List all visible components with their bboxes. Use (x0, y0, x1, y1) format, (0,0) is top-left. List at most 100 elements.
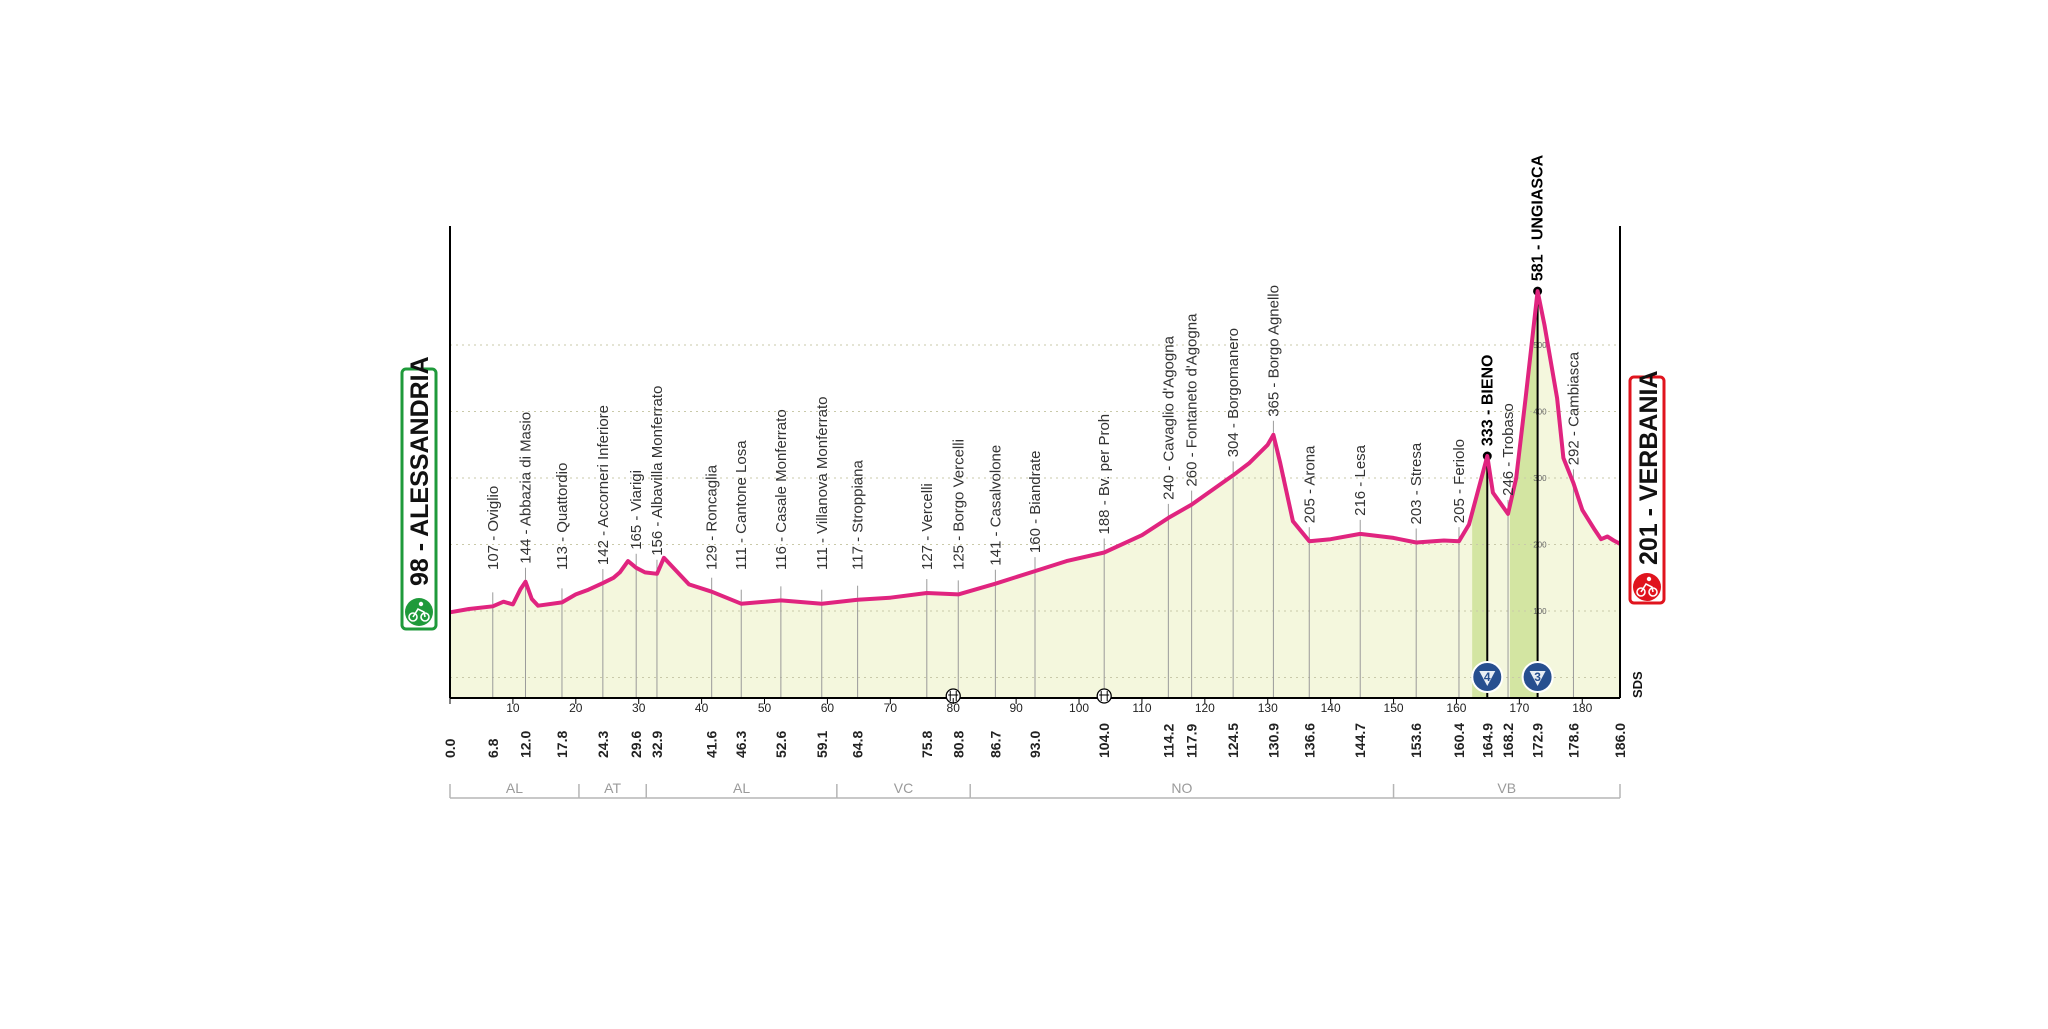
waypoint-name: Quattordio (554, 463, 571, 533)
waypoint-label: 240 - Cavaglio d'Agogna (1160, 335, 1177, 499)
waypoint-altitude: 116 (773, 546, 790, 570)
waypoint-altitude: 111 (733, 547, 750, 570)
waypoint-name: Cambiasca (1566, 351, 1583, 427)
waypoint-name: Cavaglio d'Agogna (1160, 335, 1177, 461)
finish-badge-label: 201 - VERBANIA (1635, 370, 1663, 565)
waypoint-name: UNGIASCA (1530, 154, 1547, 240)
waypoint-altitude: 216 (1352, 491, 1369, 516)
waypoint-label: 188 - Bv. per Proh (1096, 414, 1113, 535)
waypoint-label: 205 - Arona (1301, 445, 1318, 523)
province-segment: VC (836, 780, 971, 799)
waypoint-name: Casale Monferrato (773, 409, 790, 532)
province-label: NO (1171, 780, 1192, 796)
waypoint-altitude: 304 (1225, 432, 1242, 457)
x-tick-label: 50 (758, 701, 772, 715)
waypoint-label: 205 - Feriolo (1451, 439, 1468, 523)
waypoint-name: Accorneri Inferiore (595, 405, 612, 528)
waypoint-label: 116 - Casale Monferrato (773, 409, 790, 570)
waypoint-altitude: 142 (595, 540, 612, 565)
waypoint-label: 160 - Biandrate (1027, 451, 1044, 554)
x-tick-label: 170 (1509, 701, 1529, 715)
waypoint-name: Borgo Agnello (1265, 285, 1282, 378)
waypoint-label: 292 - Cambiasca (1566, 351, 1583, 465)
waypoint-km-label: 164.9 (1479, 723, 1495, 758)
cyclist-glyph-icon (1636, 576, 1658, 597)
waypoint-km-label: 153.6 (1408, 723, 1424, 758)
x-tick-label: 180 (1572, 701, 1592, 715)
waypoint-name: Abbazia di Masio (518, 412, 535, 526)
waypoint-km-label: 0.0 (442, 738, 458, 758)
province-segment: NO (969, 780, 1394, 799)
waypoint-altitude: 292 (1566, 440, 1583, 465)
waypoint-altitude: 107 (485, 545, 502, 570)
waypoint-label: 203 - Stresa (1408, 442, 1425, 524)
waypoint-km-label: 59.1 (814, 731, 830, 758)
waypoint-km-label: 104.0 (1096, 723, 1112, 758)
waypoint-altitude: 205 (1301, 498, 1318, 523)
waypoint-name: Lesa (1352, 444, 1369, 477)
waypoint-km-label: 80.8 (950, 731, 966, 758)
waypoint-altitude: 117 (850, 546, 867, 570)
x-tick-label: 40 (695, 701, 709, 715)
climb-category-badge: 3 (1521, 661, 1554, 693)
sprint-icon (945, 688, 961, 704)
waypoint-km-label: 29.6 (628, 731, 644, 758)
waypoint-km-label: 6.8 (485, 738, 501, 758)
waypoint-km-label: 75.8 (919, 731, 935, 758)
climb-category-badge: 4 (1471, 661, 1504, 693)
province-segment: AL (645, 780, 837, 799)
waypoint-name: Cantone Losa (733, 440, 750, 534)
waypoint-label: 111 - Cantone Losa (733, 440, 750, 570)
waypoint-km-label: 136.6 (1301, 723, 1317, 758)
waypoint-altitude: 113 (554, 546, 571, 570)
waypoint-km-label: 32.9 (649, 731, 665, 758)
x-tick-label: 120 (1195, 701, 1215, 715)
climb-band-ungiasca (1509, 291, 1538, 698)
waypoint-km-label: 52.6 (773, 731, 789, 758)
waypoint-name: Biandrate (1027, 451, 1044, 515)
waypoint-km-label: 130.9 (1265, 723, 1281, 758)
endpoint-badge-layer: 98 - ALESSANDRIA 201 - VERBANIA (400, 356, 1666, 698)
waypoint-altitude: 125 (950, 545, 967, 570)
x-tick-label: 80 (947, 701, 961, 715)
climb-category-number: 4 (1484, 670, 1491, 684)
waypoint-altitude: 156 (649, 531, 666, 556)
sponsor-logo: SDS (1630, 671, 1645, 698)
start-name: ALESSANDRIA (406, 356, 434, 537)
waypoint-km-label: 46.3 (733, 731, 749, 758)
province-label: AL (733, 780, 750, 796)
waypoint-label: 129 - Roncaglia (704, 464, 721, 570)
province-label: AT (604, 780, 621, 796)
x-tick-label: 110 (1132, 701, 1151, 715)
cyclist-icon (1633, 573, 1661, 601)
waypoint-km-label: 24.3 (595, 731, 611, 758)
province-label: AL (506, 780, 523, 796)
profile-line (449, 289, 1621, 615)
waypoint-name: Trobaso (1500, 403, 1517, 457)
waypoint-altitude: 260 (1184, 462, 1201, 487)
waypoint-label: 581 - UNGIASCA (1530, 154, 1547, 281)
waypoint-label: 113 - Quattordio (554, 463, 571, 570)
waypoint-name: Feriolo (1451, 439, 1468, 485)
x-tick-label: 130 (1258, 701, 1278, 715)
waypoint-altitude: 160 (1027, 528, 1044, 553)
province-segment: AL (449, 780, 579, 799)
waypoint-km-label: 86.7 (987, 731, 1003, 758)
waypoint-label: 156 - Albavilla Monferrato (649, 386, 666, 556)
waypoint-altitude: 144 (518, 539, 535, 564)
climb-scale-tick: 500 (1533, 341, 1547, 350)
start-altitude: 98 (406, 558, 434, 586)
waypoint-km-label: 160.4 (1451, 723, 1467, 758)
waypoint-km-label: 114.2 (1160, 724, 1176, 758)
waypoint-km-label: 144.7 (1352, 723, 1368, 758)
profile-area-fill (450, 291, 1620, 698)
axes-layer (449, 226, 1621, 704)
waypoint-km-label: 41.6 (704, 731, 720, 758)
finish-altitude: 201 (1635, 523, 1663, 565)
waypoint-km-label: 12.0 (518, 731, 534, 758)
waypoint-km-label: 93.0 (1027, 731, 1043, 758)
finish-name: VERBANIA (1635, 370, 1663, 501)
waypoint-name: Borgomanero (1225, 328, 1242, 419)
